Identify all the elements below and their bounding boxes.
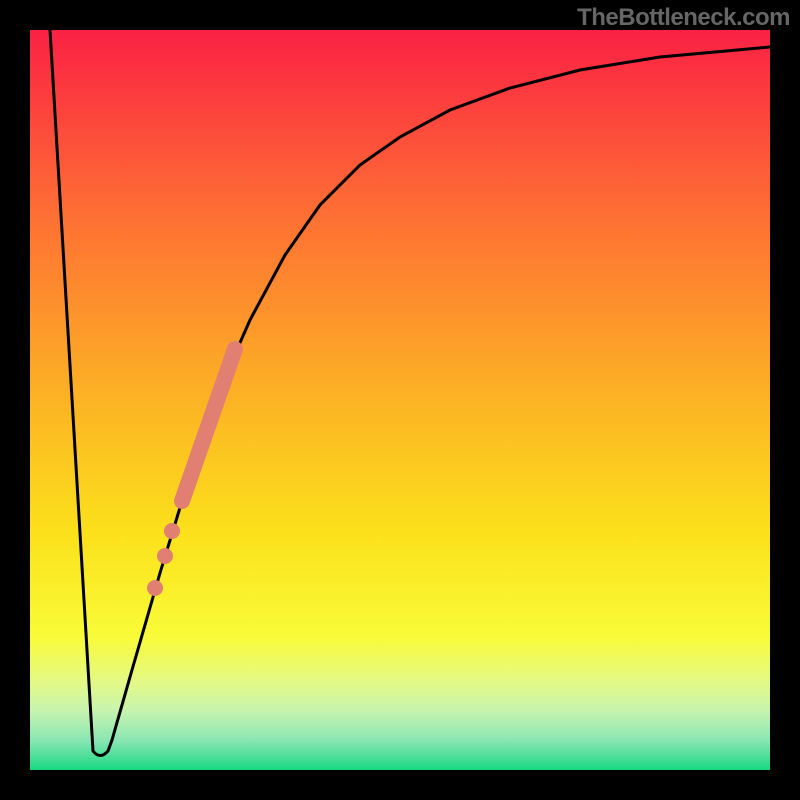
highlight-dot-2 <box>147 580 163 596</box>
bottleneck-chart <box>0 0 800 800</box>
plot-background-gradient <box>30 30 770 770</box>
watermark-text: TheBottleneck.com <box>577 4 790 32</box>
highlight-dot-1 <box>157 548 173 564</box>
highlight-dot-0 <box>164 523 180 539</box>
chart-container: TheBottleneck.com <box>0 0 800 800</box>
